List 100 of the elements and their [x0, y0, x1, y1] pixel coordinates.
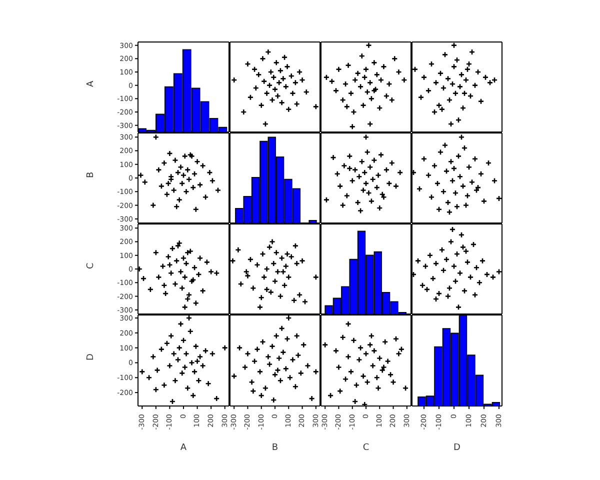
point	[352, 398, 358, 405]
point	[444, 76, 452, 82]
point	[437, 70, 444, 76]
point	[280, 76, 286, 82]
point	[456, 173, 464, 180]
point	[250, 284, 256, 292]
point	[336, 364, 342, 370]
point	[176, 196, 183, 203]
point	[196, 271, 202, 278]
point	[230, 258, 236, 264]
point	[260, 56, 266, 62]
point	[388, 160, 396, 166]
point	[436, 102, 442, 108]
point	[366, 42, 372, 48]
point	[292, 383, 299, 390]
point	[362, 66, 370, 72]
point	[332, 348, 340, 354]
point	[462, 248, 470, 254]
point	[443, 168, 450, 174]
point	[396, 350, 402, 357]
point	[340, 96, 346, 104]
point	[420, 156, 428, 162]
point	[361, 169, 368, 176]
point	[448, 158, 454, 165]
point	[285, 315, 292, 322]
point	[252, 84, 260, 92]
point	[437, 148, 444, 156]
point	[349, 178, 356, 184]
point	[461, 90, 468, 96]
point	[164, 191, 170, 198]
point	[294, 100, 300, 108]
point	[264, 90, 270, 96]
point	[350, 108, 357, 116]
point	[436, 206, 442, 213]
point	[282, 84, 290, 90]
point	[196, 254, 204, 262]
point	[269, 96, 276, 104]
point	[150, 354, 156, 360]
point	[361, 401, 368, 406]
point	[165, 254, 172, 260]
point	[150, 202, 156, 208]
point	[165, 180, 172, 187]
point	[446, 208, 453, 216]
point	[138, 368, 146, 375]
point	[200, 162, 206, 169]
point	[484, 271, 490, 278]
point	[138, 172, 144, 178]
point	[298, 370, 304, 376]
point	[274, 367, 281, 374]
point	[172, 157, 178, 164]
point	[176, 344, 183, 351]
point	[332, 88, 340, 94]
point	[479, 258, 486, 264]
point	[230, 373, 238, 380]
point	[452, 278, 459, 284]
point	[455, 153, 462, 160]
point	[264, 266, 270, 272]
point	[160, 263, 166, 270]
point	[382, 338, 388, 345]
point	[247, 256, 254, 263]
point	[456, 270, 464, 276]
point	[270, 260, 277, 267]
point	[398, 346, 405, 352]
point	[444, 293, 452, 300]
point	[432, 296, 440, 302]
point	[443, 256, 450, 263]
point	[353, 382, 360, 388]
point	[312, 274, 320, 280]
point	[168, 173, 174, 180]
y-axis-title: D	[86, 354, 96, 360]
point	[460, 183, 466, 190]
y-axis-title: C	[86, 262, 96, 269]
point	[454, 250, 460, 258]
point	[196, 377, 202, 384]
point	[428, 194, 435, 200]
point	[496, 195, 502, 202]
point	[299, 258, 306, 264]
point	[444, 199, 452, 206]
point	[278, 325, 285, 332]
point	[383, 166, 390, 173]
point	[455, 304, 462, 310]
point	[468, 178, 476, 186]
point	[161, 282, 168, 289]
point	[360, 373, 366, 380]
point	[386, 80, 392, 88]
point	[238, 280, 244, 288]
point	[272, 372, 278, 378]
point	[294, 260, 300, 267]
point	[169, 245, 176, 252]
point	[454, 56, 460, 64]
point	[346, 153, 353, 160]
point	[434, 180, 441, 187]
point	[362, 350, 370, 357]
point	[442, 142, 448, 148]
point	[384, 358, 391, 364]
point	[292, 80, 299, 86]
point	[240, 108, 247, 116]
point	[250, 388, 256, 394]
point	[192, 343, 200, 350]
point	[178, 180, 186, 187]
